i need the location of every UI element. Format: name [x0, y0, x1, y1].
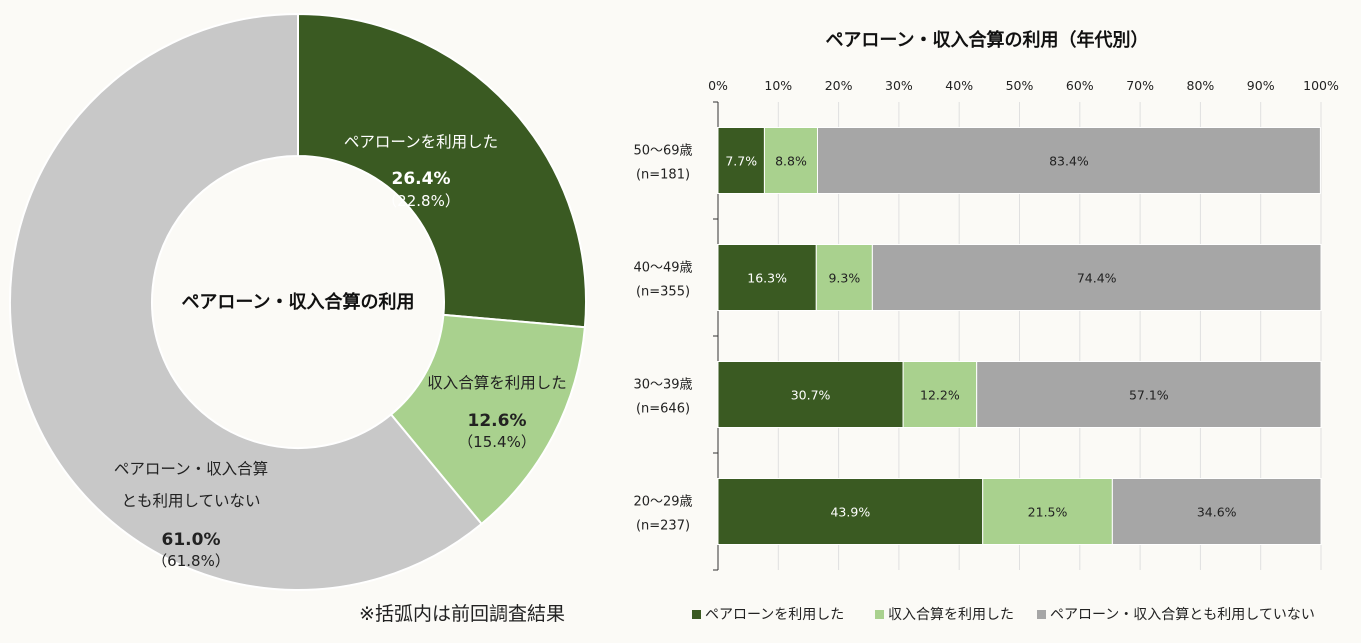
bar-chart-title: ペアローン・収入合算の利用（年代別）: [825, 29, 1148, 51]
bar-data-label: 9.3%: [828, 271, 860, 286]
donut-slice: [297, 12, 587, 329]
bar-data-label: 8.8%: [775, 154, 807, 169]
donut-center-title: ペアローン・収入合算の利用: [181, 291, 414, 313]
category-label: 50〜69歳: [633, 144, 692, 159]
bar-data-label: 16.3%: [747, 271, 787, 286]
slice-label: とも利用していない: [121, 492, 260, 510]
bar-segment: [815, 244, 873, 311]
bar-segment: [982, 478, 1113, 545]
slice-label: 収入合算を利用した: [427, 373, 567, 392]
legend-swatch: [1037, 610, 1046, 619]
legend-label: 収入合算を利用した: [888, 607, 1014, 623]
bar-data-label: 30.7%: [791, 388, 831, 403]
legend-label: ペアローン・収入合算とも利用していない: [1050, 607, 1315, 623]
bar-segment: [717, 127, 765, 194]
slice-previous-label: （22.8%）: [382, 192, 460, 210]
slice-value-label: 12.6%: [468, 411, 527, 431]
x-tick-label: 90%: [1247, 78, 1275, 93]
category-label: (n=355): [636, 285, 690, 300]
category-label: 40〜49歳: [633, 261, 692, 276]
x-tick-label: 30%: [885, 78, 913, 93]
bar-data-label: 21.5%: [1028, 505, 1068, 520]
bar-data-label: 34.6%: [1197, 505, 1237, 520]
bar-data-label: 57.1%: [1129, 388, 1169, 403]
bar-segment: [1111, 478, 1322, 545]
stacked-bar-chart: ペアローン・収入合算の利用（年代別） 0% 10% 20% 30% 40% 50% 60% 70…: [633, 29, 1339, 623]
bar-data-label: 43.9%: [830, 505, 870, 520]
legend-swatch: [692, 610, 701, 619]
x-tick-label: 10%: [764, 78, 792, 93]
slice-label: ペアローンを利用した: [344, 133, 498, 151]
bar-segment: [763, 127, 818, 194]
bar-data-label: 12.2%: [920, 388, 960, 403]
x-tick-label: 20%: [825, 78, 853, 93]
legend-swatch: [875, 610, 884, 619]
bar-data-label: 83.4%: [1049, 154, 1089, 169]
x-tick-label: 0%: [708, 78, 728, 93]
x-tick-label: 40%: [945, 78, 973, 93]
slice-value-label: 61.0%: [162, 530, 221, 550]
category-label: 20〜29歳: [633, 495, 692, 510]
category-label: (n=237): [636, 519, 690, 534]
x-tick-label: 70%: [1126, 78, 1154, 93]
footnote: ※括弧内は前回調査結果: [359, 603, 565, 625]
slice-label: ペアローン・収入合算: [114, 459, 268, 478]
category-label: (n=181): [636, 168, 690, 183]
x-tick-label: 80%: [1187, 78, 1215, 93]
bar-segment: [717, 361, 904, 428]
bar-segment: [976, 361, 1322, 428]
legend-label: ペアローンを利用した: [705, 607, 844, 623]
x-tick-label: 50%: [1006, 78, 1034, 93]
donut-slice: [9, 12, 483, 591]
bar-segment: [717, 478, 984, 545]
slice-previous-label: （15.4%）: [458, 433, 536, 451]
slice-previous-label: （61.8%）: [152, 552, 230, 570]
bar-data-label: 7.7%: [725, 154, 757, 169]
x-tick-label: 100%: [1303, 78, 1339, 93]
bar-segment: [816, 127, 1321, 194]
category-label: (n=646): [636, 402, 690, 417]
donut-chart: ペアローンを利用した 26.4% （22.8%） 収入合算を利用した 12.6% （15.…: [9, 12, 587, 591]
slice-value-label: 26.4%: [392, 169, 451, 189]
x-tick-label: 60%: [1066, 78, 1094, 93]
category-label: 30〜39歳: [633, 378, 692, 393]
bar-segment: [871, 244, 1322, 311]
bar-data-label: 74.4%: [1077, 271, 1117, 286]
